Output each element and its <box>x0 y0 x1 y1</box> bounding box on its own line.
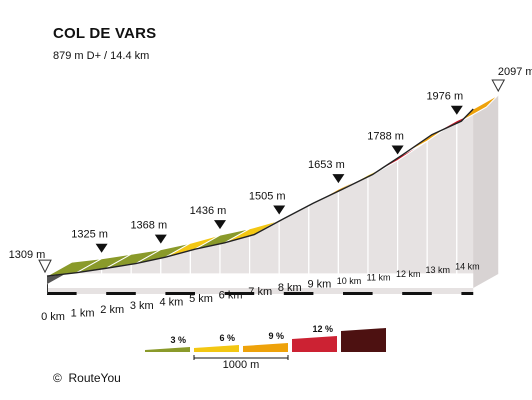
legend-label: 3 % <box>170 335 186 345</box>
km-label: 1 km <box>71 307 95 319</box>
elevation-marker-arrow <box>273 205 286 215</box>
elevation-marker-arrow <box>154 234 167 244</box>
copyright-symbol: © <box>53 371 62 385</box>
km-label: 13 km <box>426 265 451 275</box>
baseline-dash-km-12 <box>402 292 432 295</box>
km-label: 12 km <box>396 269 421 279</box>
profile-end-cap <box>473 95 499 288</box>
side-face-km-9 <box>337 174 369 275</box>
elevation-label: 1653 m <box>308 159 345 171</box>
elevation-label: 1436 m <box>190 205 227 217</box>
baseline-dash-km-4 <box>165 292 195 295</box>
baseline-dash-km-8 <box>283 292 314 295</box>
km-label: 9 km <box>307 279 331 291</box>
elevation-label: 1505 m <box>249 191 286 203</box>
legend-label: 9 % <box>268 331 284 341</box>
elevation-label: 1325 m <box>71 229 108 241</box>
baseline-dash-km-0 <box>47 292 77 295</box>
elevation-marker-arrow <box>95 243 108 253</box>
km-label: 0 km <box>41 311 65 323</box>
profile-side-faces <box>47 93 499 295</box>
side-face-km-12 <box>426 119 458 275</box>
side-face-km-10 <box>367 159 399 275</box>
km-label: 4 km <box>159 297 183 309</box>
elevation-marker-arrow <box>214 220 226 230</box>
elevation-label: 1976 m <box>426 91 463 103</box>
chart-subtitle: 879 m D+ / 14.4 km <box>53 50 150 62</box>
elevation-label: 1368 m <box>130 220 167 232</box>
km-label: 3 km <box>130 300 154 312</box>
km-label: 11 km <box>367 272 391 282</box>
legend-swatch <box>341 328 386 352</box>
legend-swatch <box>194 345 239 352</box>
legend-swatch <box>145 347 190 352</box>
legend-label: 12 % <box>312 324 333 334</box>
elevation-label: 1309 m <box>9 249 46 261</box>
legend-label: 6 % <box>219 333 235 343</box>
baseline-dash-km-2 <box>106 292 136 295</box>
km-label: 5 km <box>189 293 213 305</box>
elevation-label: 1788 m <box>367 131 404 143</box>
profile-start-edge <box>47 284 48 294</box>
legend-scale-label: 1000 m <box>223 359 260 371</box>
profile-markers <box>38 79 506 274</box>
profile-front-edge <box>46 108 474 277</box>
slope-legend: 3 % 6 % 9 % 12 % 1000 m <box>145 324 386 371</box>
side-face-km-7 <box>278 203 310 275</box>
profile-km-labels: 0 km 1 km 2 km 3 km 4 km 5 km 6 km 7 km 8 km 9 km… <box>41 262 480 323</box>
km-label: 14 km <box>455 262 480 272</box>
legend-swatch <box>292 336 337 352</box>
side-face-km-11 <box>397 139 428 275</box>
elevation-marker-arrow <box>450 105 463 115</box>
copyright-notice: © RouteYou <box>53 371 121 385</box>
km-label: 7 km <box>248 286 272 298</box>
baseline-dash-km-10 <box>343 292 373 295</box>
km-label: 8 km <box>278 282 302 294</box>
km-label: 2 km <box>100 304 124 316</box>
km-label: 10 km <box>337 276 362 286</box>
km-label: 6 km <box>219 289 243 301</box>
elevation-marker-arrow <box>391 145 404 155</box>
baseline-dash-km-6 <box>224 292 255 295</box>
elevation-label: 2097 m <box>498 66 532 78</box>
summit-marker-icon <box>491 79 506 93</box>
chart-title: COL DE VARS <box>53 25 157 42</box>
profile-top-faces <box>46 94 499 277</box>
baseline-dash-km-14 <box>461 292 474 295</box>
brand-name: RouteYou <box>68 371 121 385</box>
elevation-marker-arrow <box>332 174 345 184</box>
profile-elevation-labels: 1309 m 1325 m 1368 m 1436 m 1505 m 1653 m 1788… <box>9 66 532 261</box>
legend-swatch <box>243 343 288 352</box>
start-marker-icon <box>38 259 52 274</box>
